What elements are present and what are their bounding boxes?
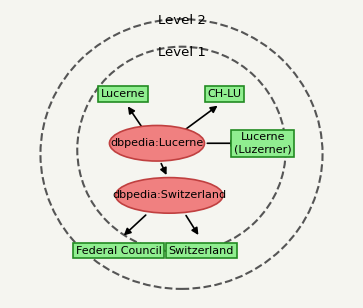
- Text: Lucerne: Lucerne: [101, 89, 146, 99]
- Text: Switzerland: Switzerland: [169, 245, 234, 256]
- Text: dbpedia:Switzerland: dbpedia:Switzerland: [112, 190, 226, 201]
- Text: Federal Council: Federal Council: [76, 245, 162, 256]
- Ellipse shape: [110, 125, 204, 161]
- Ellipse shape: [115, 178, 223, 213]
- Text: Level 2: Level 2: [158, 14, 205, 27]
- Text: CH-LU: CH-LU: [207, 89, 241, 99]
- Text: Lucerne
(Luzerner): Lucerne (Luzerner): [234, 132, 291, 154]
- Text: Level 1: Level 1: [158, 46, 205, 59]
- Text: dbpedia:Lucerne: dbpedia:Lucerne: [110, 138, 204, 148]
